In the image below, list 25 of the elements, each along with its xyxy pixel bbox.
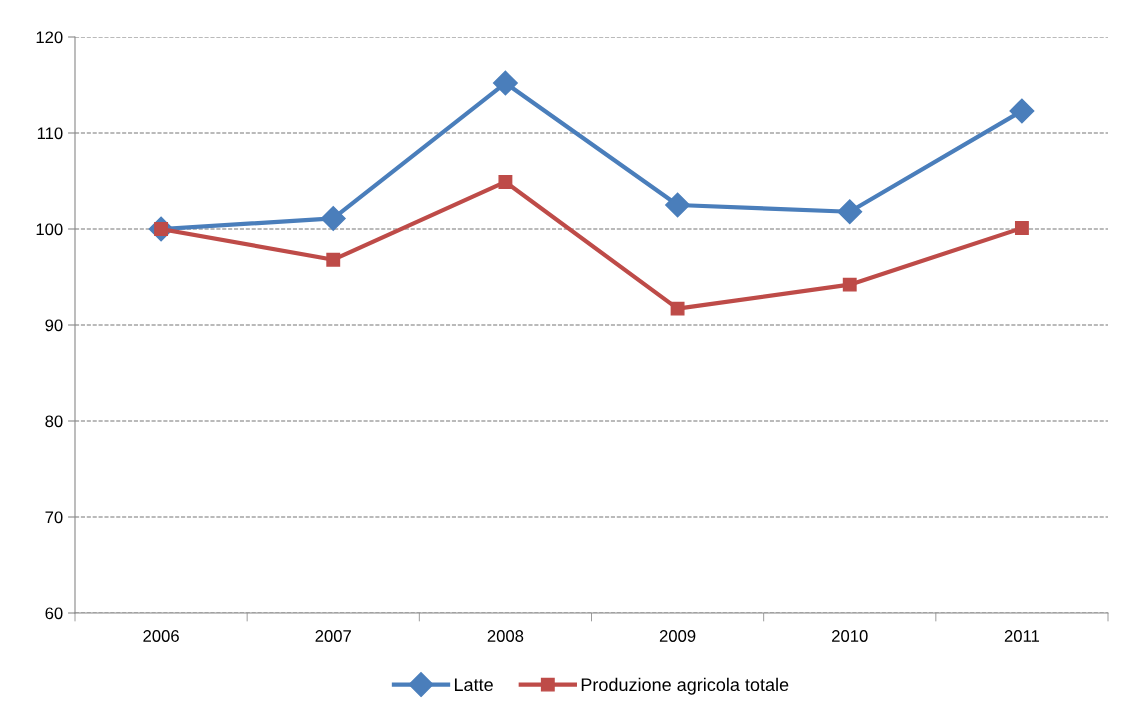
- legend-label: Produzione agricola totale: [581, 677, 789, 695]
- point: [498, 175, 513, 189]
- x-tick-label: 2010: [832, 630, 868, 642]
- y-tick-label: 120: [36, 31, 63, 44]
- x-tick-label: 2007: [315, 630, 351, 642]
- point: [837, 199, 863, 225]
- point: [665, 192, 691, 218]
- y-tick-label: 110: [37, 127, 63, 140]
- point: [326, 252, 341, 267]
- y-tick-label: 100: [36, 223, 63, 236]
- point: [670, 301, 685, 316]
- point: [1014, 221, 1029, 235]
- y-tick-label: 70: [45, 511, 63, 524]
- y-tick-label: 60: [45, 607, 63, 620]
- point: [320, 205, 346, 231]
- y-tick-label: 80: [45, 415, 63, 428]
- point: [492, 70, 518, 96]
- legend-label: Latte: [454, 678, 493, 692]
- point: [842, 277, 857, 292]
- x-tick-label: 2011: [1004, 630, 1040, 642]
- x-tick-label: 2006: [143, 630, 179, 642]
- x-tick-label: 2009: [659, 630, 696, 642]
- x-tick-label: 2008: [487, 630, 524, 642]
- y-tick-label: 90: [45, 319, 63, 332]
- point: [1009, 98, 1035, 124]
